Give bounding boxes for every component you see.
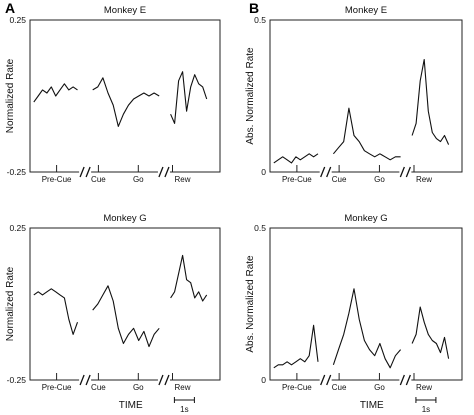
p2-y-axis-label: Normalized Rate [5,266,16,341]
p2-series-segment-2 [170,254,208,302]
p3-y-axis-label: Abs. Normalized Rate [245,255,256,353]
p0-axis-break-mark [79,166,85,178]
p3-axis-break-mark [399,374,405,386]
p2-scale-bar-label: 1s [180,405,188,414]
p2-series-segment-1 [92,285,160,348]
p3-y-tick-top: 0.5 [254,223,266,233]
p2-axis-break-mark [85,374,91,386]
p3-x-tick-label: Go [374,383,385,392]
p2-axis-break-mask [79,374,92,386]
p2-y-tick-top: 0.25 [9,223,26,233]
p0-series-segment-2 [170,71,208,124]
p2-plot-frame [29,227,221,381]
p2-axis-break-mark [158,374,164,386]
p0-x-tick-label: Pre-Cue [42,175,72,184]
p0-y-tick-top: 0.25 [9,15,26,25]
p0-axis-break-mark [85,166,91,178]
p3-series-segment-0 [273,324,319,369]
p0-x-tick-label: Cue [91,175,106,184]
p1-y-tick-top: 0.5 [254,15,266,25]
p2-chart-title: Monkey G [103,213,146,224]
p1-plot-frame [269,19,463,173]
p1-x-tick-label: Go [374,175,385,184]
p1-series-segment-1 [332,107,401,161]
p2-x-tick-label: Pre-Cue [42,383,72,392]
p3-plot-frame [269,227,463,381]
p3-scale-bar-label: 1s [422,405,430,414]
p3-axis-break-mark [405,374,411,386]
p3-x-tick-label: Pre-Cue [282,383,312,392]
p3-axis-break-mark [326,374,332,386]
p2-axis-break-mark [79,374,85,386]
p2-axis-break-mask [157,374,170,386]
p3-x-tick-label: Rew [416,383,432,392]
p1-x-tick-label: Cue [332,175,347,184]
p0-plot-frame [29,19,221,173]
p1-axis-break-mark [399,166,405,178]
p3-axis-break-mask [319,374,332,386]
p0-panel-letter: A [5,0,15,16]
p1-axis-break-mark [320,166,326,178]
p1-series-segment-0 [273,153,319,164]
p3-x-axis-label: TIME [360,400,384,411]
p1-x-tick-label: Pre-Cue [282,175,312,184]
p0-series-segment-1 [92,77,160,127]
p0-chart-title: Monkey E [104,5,146,16]
p1-y-axis-label: Abs. Normalized Rate [245,47,256,145]
p3-chart-title: Monkey G [344,213,387,224]
p2-x-tick-label: Cue [91,383,106,392]
p0-axis-break-mask [157,166,170,178]
p1-axis-break-mask [319,166,332,178]
p3-axis-break-mask [399,374,412,386]
p1-axis-break-mark [405,166,411,178]
p0-y-tick-bottom: -0.25 [7,167,27,177]
p1-axis-break-mask [399,166,412,178]
p0-axis-break-mark [158,166,164,178]
p2-x-axis-label: TIME [119,400,143,411]
p0-axis-break-mark [164,166,170,178]
p3-series-segment-1 [332,288,402,369]
p1-panel-letter: B [249,0,259,16]
p2-series-segment-0 [33,288,79,335]
p3-y-tick-bottom: 0 [261,375,266,385]
p0-axis-break-mask [79,166,92,178]
p1-y-tick-bottom: 0 [261,167,266,177]
p1-axis-break-mark [326,166,332,178]
p0-y-axis-label: Normalized Rate [5,58,16,133]
p2-y-tick-bottom: -0.25 [7,375,27,385]
p3-axis-break-mark [320,374,326,386]
p1-chart-title: Monkey E [345,5,387,16]
p2-x-tick-label: Rew [174,383,190,392]
p0-x-tick-label: Go [133,175,144,184]
p2-axis-break-mark [164,374,170,386]
p3-series-segment-2 [411,306,450,359]
p0-x-tick-label: Rew [174,175,190,184]
p2-x-tick-label: Go [133,383,144,392]
p3-x-tick-label: Cue [332,383,347,392]
p0-series-segment-0 [33,83,78,103]
p1-series-segment-2 [411,58,450,145]
p1-x-tick-label: Rew [416,175,432,184]
